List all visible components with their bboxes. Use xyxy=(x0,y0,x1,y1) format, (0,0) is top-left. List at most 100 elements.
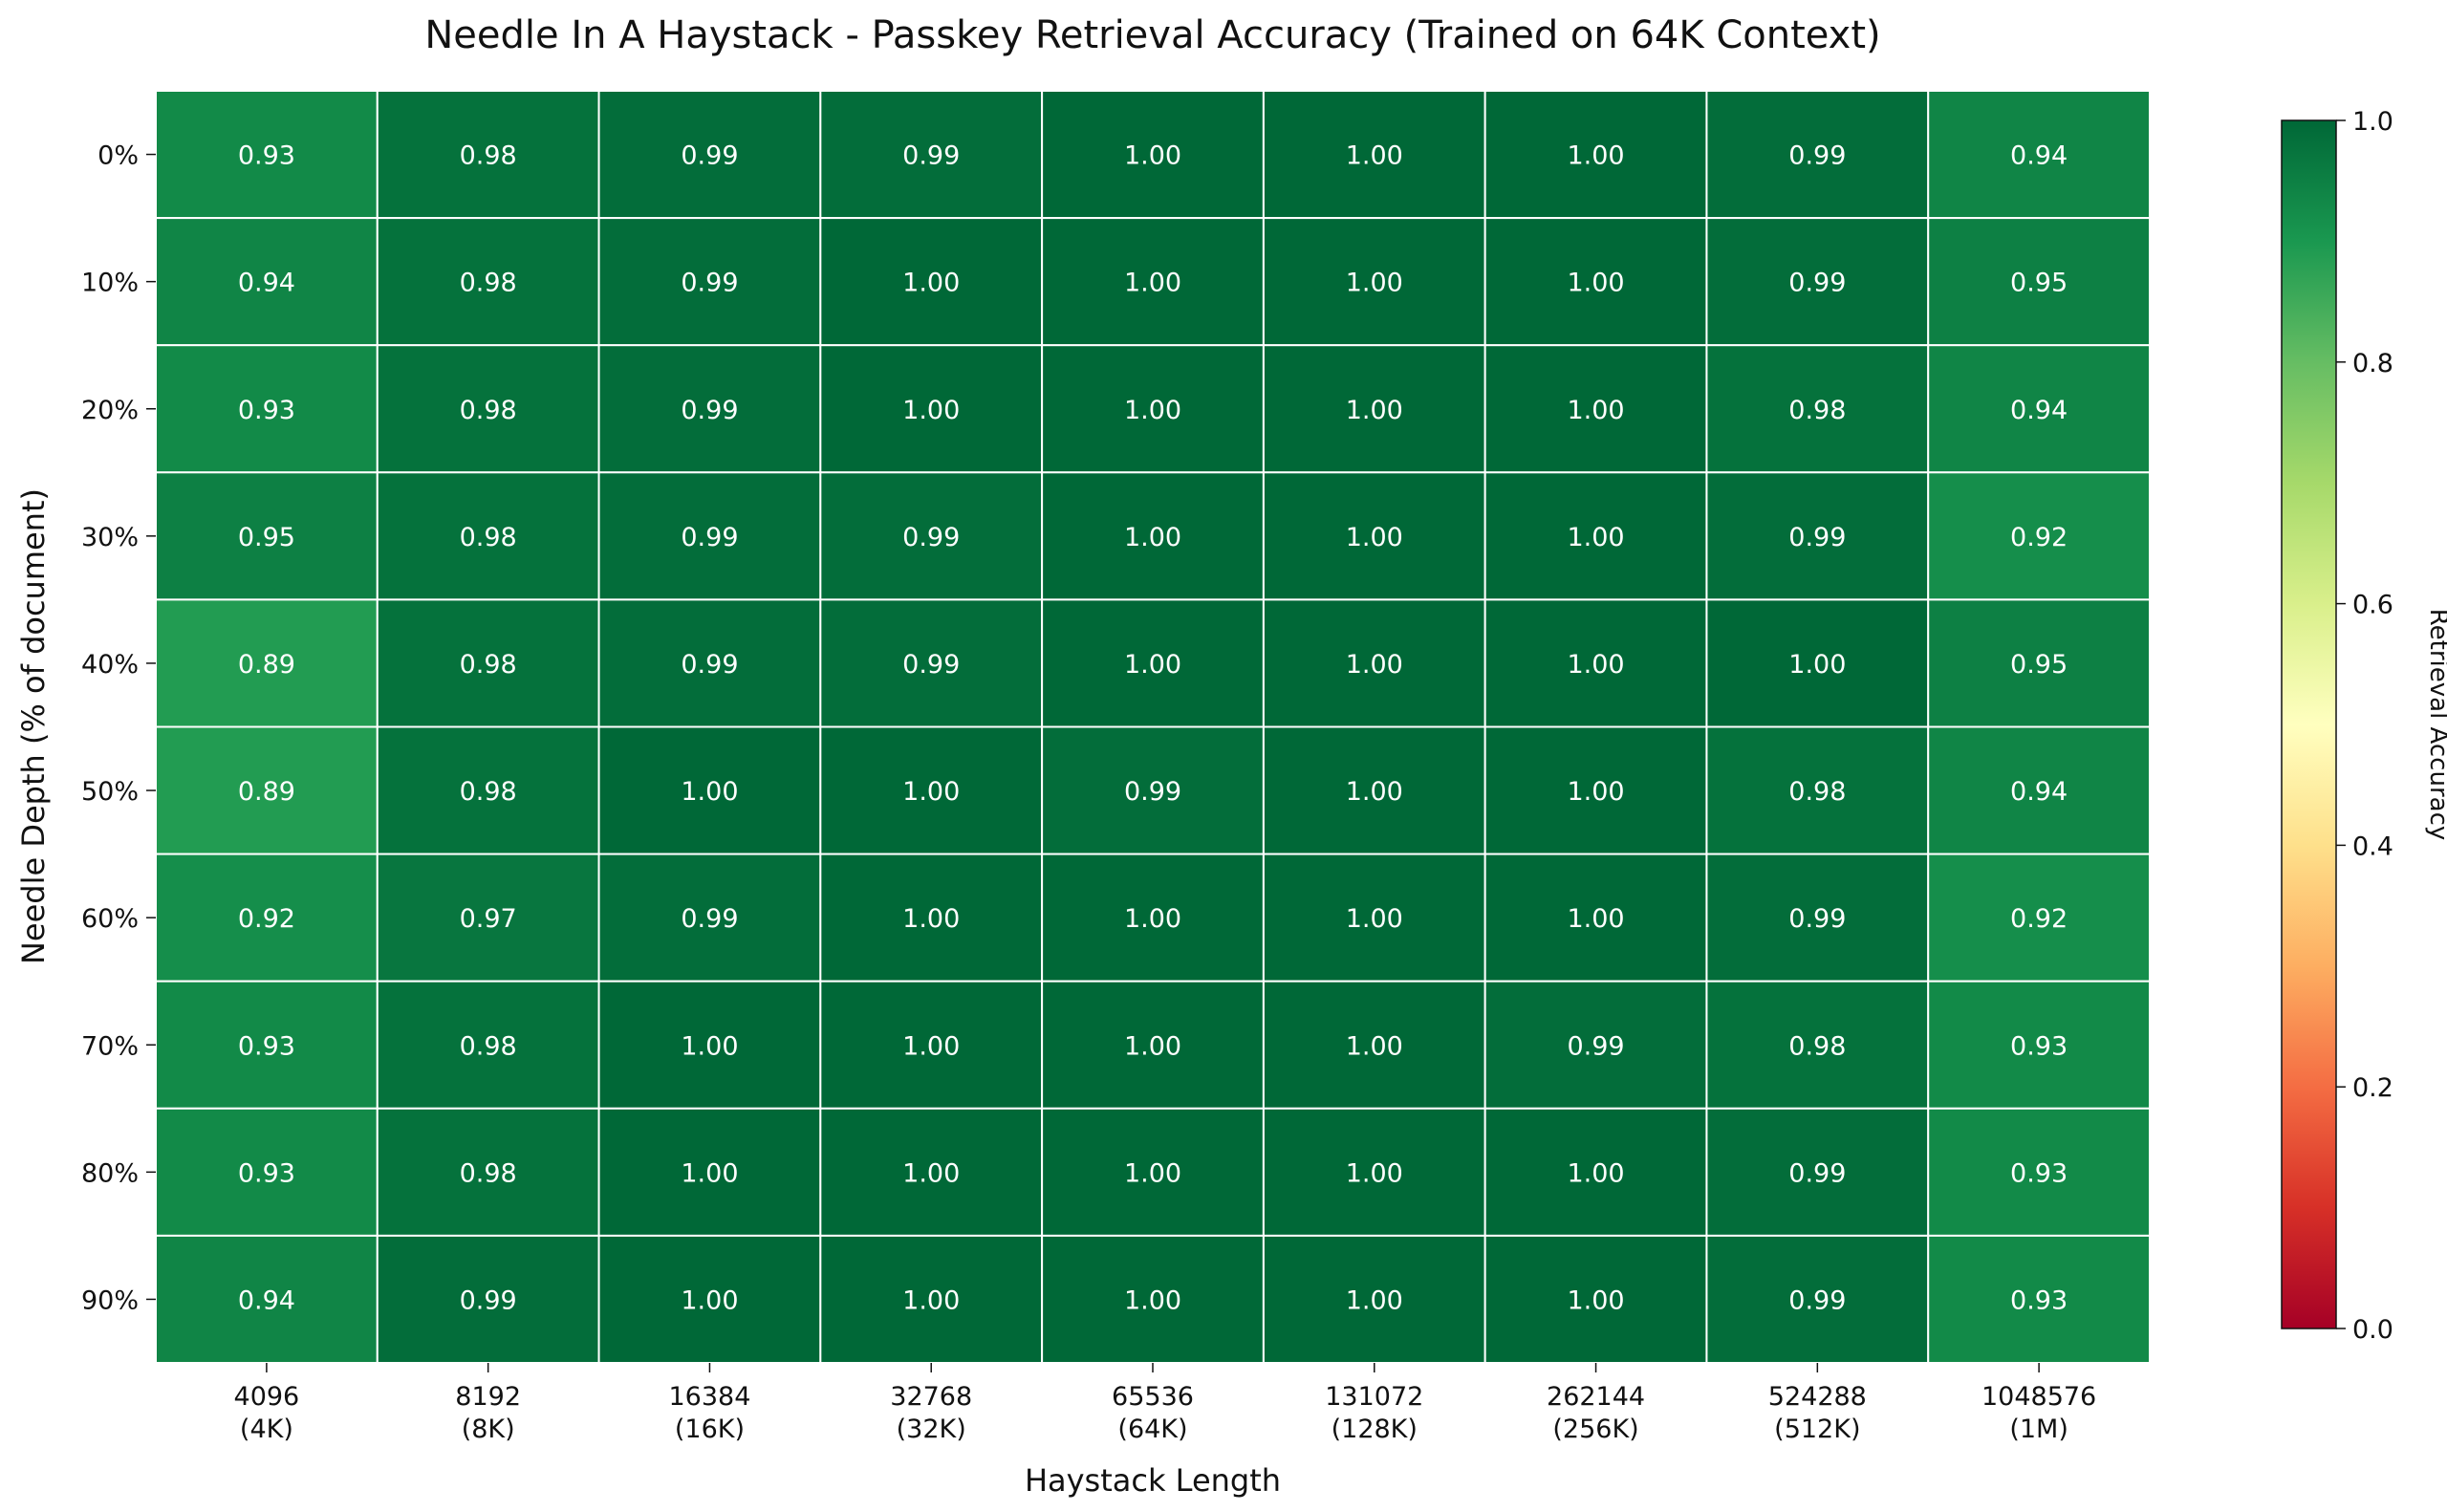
cell-value-label: 0.95 xyxy=(2010,650,2068,680)
heatmap-cell xyxy=(155,598,379,728)
cell-value-label: 0.95 xyxy=(2010,269,2068,298)
heatmap-cells xyxy=(155,90,2151,1365)
cell-value-label: 0.98 xyxy=(460,1031,517,1061)
cell-value-label: 0.92 xyxy=(2010,904,2068,934)
cell-value-label: 1.00 xyxy=(1567,141,1624,171)
heatmap-cell-labels: 0.93 0.98 0.99 0.99 1.00 1.00 1.00 0.99 0.94 0.94… xyxy=(238,141,2068,1316)
heatmap-cell xyxy=(155,980,379,1110)
x-tick-label: 65536 (64K) xyxy=(1112,1382,1194,1444)
heatmap-cell xyxy=(1041,725,1265,855)
cell-value-label: 0.97 xyxy=(460,904,517,934)
heatmap-cell xyxy=(597,217,822,347)
heatmap-cell xyxy=(819,980,1044,1110)
heatmap-cell xyxy=(819,1107,1044,1237)
heatmap-cell xyxy=(1041,90,1265,220)
y-tick-label: 20% xyxy=(81,396,139,425)
cell-value-label: 0.99 xyxy=(902,650,960,680)
cell-value-label: 0.93 xyxy=(238,141,295,171)
x-axis-label: Haystack Length xyxy=(1025,1462,1281,1499)
cell-value-label: 1.00 xyxy=(1346,777,1403,807)
cell-value-label: 0.99 xyxy=(681,904,738,934)
heatmap-cell xyxy=(819,471,1044,601)
cell-value-label: 0.93 xyxy=(2010,1158,2068,1188)
cell-value-label: 1.00 xyxy=(902,1158,960,1188)
heatmap-cell xyxy=(1483,598,1708,728)
heatmap-cell xyxy=(376,90,600,220)
heatmap-cell xyxy=(1483,853,1708,983)
heatmap-cell xyxy=(819,1234,1044,1365)
cell-value-label: 1.00 xyxy=(902,1285,960,1315)
x-tick-label: 16384 (16K) xyxy=(668,1382,750,1444)
heatmap-cell xyxy=(819,344,1044,474)
heatmap-cell xyxy=(597,344,822,474)
cell-value-label: 0.99 xyxy=(681,141,738,171)
cell-value-label: 0.93 xyxy=(238,1158,295,1188)
cell-value-label: 0.93 xyxy=(2010,1031,2068,1061)
cell-value-label: 1.00 xyxy=(1346,904,1403,934)
heatmap-cell xyxy=(597,90,822,220)
cell-value-label: 0.99 xyxy=(902,523,960,552)
heatmap-cell xyxy=(1927,598,2151,728)
heatmap-cell xyxy=(597,980,822,1110)
cell-value-label: 0.93 xyxy=(238,1031,295,1061)
colorbar-tick-label: 0.2 xyxy=(2352,1073,2393,1103)
cell-value-label: 1.00 xyxy=(1567,396,1624,425)
cell-value-label: 1.00 xyxy=(1567,523,1624,552)
cell-value-label: 0.98 xyxy=(460,777,517,807)
cell-value-label: 0.94 xyxy=(2010,396,2068,425)
heatmap-cell xyxy=(819,598,1044,728)
heatmap-cell xyxy=(597,1107,822,1237)
x-tick-label: 8192 (8K) xyxy=(455,1382,521,1444)
y-tick-label: 80% xyxy=(81,1158,139,1188)
heatmap-cell xyxy=(1483,980,1708,1110)
cell-value-label: 0.94 xyxy=(238,269,295,298)
heatmap-cell xyxy=(1927,980,2151,1110)
heatmap-cell xyxy=(1041,853,1265,983)
heatmap-cell xyxy=(597,1234,822,1365)
heatmap-cell xyxy=(155,725,379,855)
cell-value-label: 1.00 xyxy=(681,1285,738,1315)
cell-value-label: 1.00 xyxy=(1124,1285,1181,1315)
heatmap-cell xyxy=(597,725,822,855)
cell-value-label: 1.00 xyxy=(1567,904,1624,934)
y-axis-label: Needle Depth (% of document) xyxy=(15,488,52,964)
heatmap-cell xyxy=(1041,1234,1265,1365)
cell-value-label: 0.99 xyxy=(681,396,738,425)
cell-value-label: 1.00 xyxy=(1346,1031,1403,1061)
cell-value-label: 1.00 xyxy=(1346,396,1403,425)
cell-value-label: 1.00 xyxy=(1346,269,1403,298)
y-tick-label: 30% xyxy=(81,523,139,552)
heatmap-cell xyxy=(819,725,1044,855)
heatmap-cell xyxy=(1483,217,1708,347)
heatmap-cell xyxy=(597,598,822,728)
heatmap-cell xyxy=(597,853,822,983)
heatmap-cell xyxy=(1041,1107,1265,1237)
colorbar-label: Retrieval Accuracy xyxy=(2424,609,2447,841)
heatmap-cell xyxy=(155,344,379,474)
colorbar-tick-label: 0.4 xyxy=(2352,832,2393,861)
y-tick-label: 90% xyxy=(81,1285,139,1315)
heatmap-cell xyxy=(1927,217,2151,347)
cell-value-label: 1.00 xyxy=(1788,650,1846,680)
cell-value-label: 1.00 xyxy=(1346,1285,1403,1315)
y-tick-label: 50% xyxy=(81,777,139,807)
cell-value-label: 0.99 xyxy=(1788,523,1846,552)
cell-value-label: 0.89 xyxy=(238,777,295,807)
y-tick-label: 40% xyxy=(81,650,139,680)
cell-value-label: 1.00 xyxy=(681,1158,738,1188)
heatmap-cell xyxy=(376,1234,600,1365)
heatmap-cell xyxy=(376,598,600,728)
cell-value-label: 1.00 xyxy=(1567,777,1624,807)
cell-value-label: 0.98 xyxy=(460,1158,517,1188)
heatmap-cell xyxy=(819,217,1044,347)
colorbar-tick-label: 0.0 xyxy=(2352,1315,2393,1345)
x-tick-label: 1048576 (1M) xyxy=(1981,1382,2096,1444)
heatmap-cell xyxy=(155,1234,379,1365)
colorbar-tick-label: 0.6 xyxy=(2352,591,2393,620)
cell-value-label: 1.00 xyxy=(1346,650,1403,680)
x-tick-label: 524288 (512K) xyxy=(1768,1382,1867,1444)
cell-value-label: 0.92 xyxy=(2010,523,2068,552)
heatmap-cell xyxy=(1262,980,1486,1110)
cell-value-label: 1.00 xyxy=(902,777,960,807)
x-tick-label: 131072 (128K) xyxy=(1325,1382,1423,1444)
